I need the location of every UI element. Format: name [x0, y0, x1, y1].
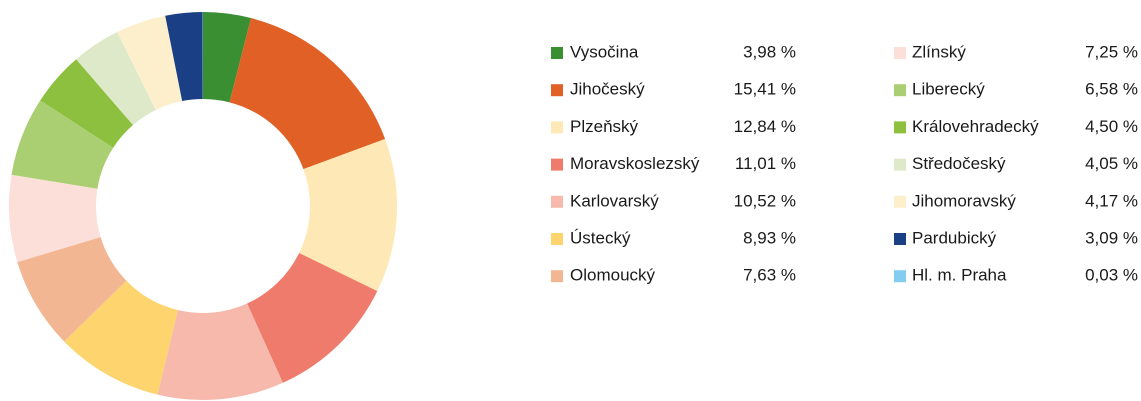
donut-slice — [247, 252, 378, 383]
legend-value: 15,41 % — [734, 80, 796, 99]
legend-swatch — [551, 195, 563, 208]
legend-label: Hl. m. Praha — [912, 266, 1007, 285]
legend-label: Karlovarský — [570, 191, 659, 210]
legend-label: Středočeský — [912, 154, 1006, 173]
donut-slice — [299, 139, 397, 292]
legend-label: Ústecký — [570, 228, 631, 247]
legend-label: Olomoucký — [570, 266, 656, 285]
legend-value: 7,25 % — [1085, 42, 1138, 61]
legend-swatch — [551, 47, 563, 59]
legend-swatch — [894, 233, 906, 245]
legend-swatch — [894, 195, 906, 208]
legend-value: 6,58 % — [1085, 80, 1138, 99]
legend-value: 0,03 % — [1085, 266, 1138, 285]
legend-label: Jihomoravský — [912, 191, 1016, 210]
legend-value: 4,17 % — [1085, 191, 1138, 210]
legend-swatch — [894, 84, 906, 97]
legend-value: 10,52 % — [734, 191, 796, 210]
donut-slice — [165, 12, 203, 102]
legend-swatch — [894, 158, 906, 171]
legend-label: Plzeňský — [570, 117, 639, 136]
donut-slice — [157, 303, 283, 400]
legend-label: Vysočina — [570, 42, 639, 61]
legend-swatch — [551, 121, 563, 134]
legend-value: 8,93 % — [743, 228, 796, 247]
donut-slice — [11, 100, 114, 189]
legend-swatch — [551, 270, 563, 283]
donut-slice — [203, 12, 252, 103]
legend-value: 12,84 % — [734, 117, 796, 136]
legend-swatch — [894, 270, 906, 283]
legend-swatch — [894, 121, 906, 134]
legend-label: Liberecký — [912, 80, 985, 99]
legend-label: Pardubický — [912, 228, 997, 247]
donut-slice — [17, 236, 127, 342]
donut-slice — [229, 18, 386, 170]
donut-slice — [76, 32, 156, 126]
legend-value: 4,50 % — [1085, 117, 1138, 136]
legend-label: Královehradecký — [912, 117, 1039, 136]
legend-swatch — [551, 84, 563, 97]
donut-slice — [40, 59, 134, 148]
legend-swatch — [894, 47, 906, 59]
legend-label: Jihočeský — [570, 80, 645, 99]
donut-slice — [9, 174, 101, 263]
legend-value: 3,98 % — [743, 42, 796, 61]
legend-value: 7,63 % — [743, 266, 796, 285]
donut-slice — [117, 15, 183, 111]
legend-label: Moravskoslezský — [570, 154, 700, 173]
legend-label: Zlínský — [912, 42, 966, 61]
donut-slice — [64, 280, 178, 395]
legend-swatch — [551, 158, 563, 171]
legend-value: 3,09 % — [1085, 228, 1138, 247]
legend-value: 11,01 % — [735, 154, 796, 173]
legend-value: 4,05 % — [1085, 154, 1138, 173]
legend-swatch — [551, 233, 563, 245]
